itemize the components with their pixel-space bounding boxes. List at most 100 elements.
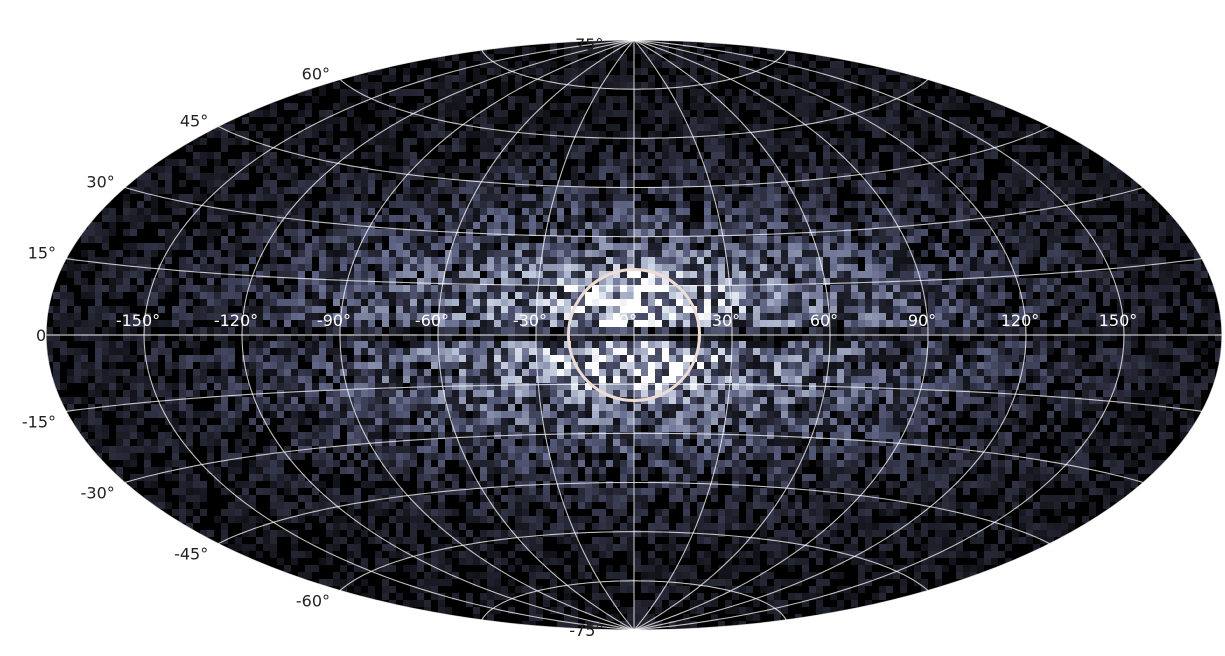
density-pixel [844, 138, 851, 145]
density-pixel [690, 264, 697, 271]
density-pixel [417, 348, 424, 355]
density-pixel [781, 376, 788, 383]
density-pixel [865, 334, 872, 341]
density-pixel [725, 89, 732, 96]
density-pixel [333, 299, 340, 306]
density-pixel [410, 152, 417, 159]
density-pixel [704, 159, 711, 166]
density-pixel [200, 257, 207, 264]
density-pixel [550, 124, 557, 131]
density-pixel [1082, 306, 1089, 313]
density-pixel [991, 278, 998, 285]
density-pixel [165, 369, 172, 376]
density-pixel [298, 131, 305, 138]
density-pixel [900, 194, 907, 201]
density-pixel [543, 110, 550, 117]
density-pixel [480, 173, 487, 180]
density-pixel [291, 173, 298, 180]
density-pixel [298, 180, 305, 187]
density-pixel [361, 306, 368, 313]
density-pixel [613, 306, 620, 313]
density-pixel [648, 355, 655, 362]
density-pixel [851, 159, 858, 166]
density-pixel [382, 250, 389, 257]
density-pixel [655, 362, 662, 369]
density-pixel [529, 369, 536, 376]
density-pixel [88, 320, 95, 327]
density-pixel [676, 96, 683, 103]
density-pixel [753, 47, 760, 54]
density-pixel [669, 117, 676, 124]
density-pixel [1082, 376, 1089, 383]
density-pixel [326, 292, 333, 299]
density-pixel [123, 376, 130, 383]
density-pixel [522, 103, 529, 110]
density-pixel [984, 271, 991, 278]
density-pixel [774, 320, 781, 327]
density-pixel [46, 355, 53, 362]
density-pixel [641, 173, 648, 180]
density-pixel [718, 355, 725, 362]
density-pixel [298, 215, 305, 222]
density-pixel [697, 285, 704, 292]
density-pixel [991, 292, 998, 299]
density-pixel [186, 236, 193, 243]
density-pixel [634, 299, 641, 306]
density-pixel [522, 250, 529, 257]
density-pixel [494, 362, 501, 369]
density-pixel [368, 103, 375, 110]
density-pixel [767, 145, 774, 152]
density-pixel [753, 264, 760, 271]
density-pixel [921, 229, 928, 236]
density-pixel [214, 285, 221, 292]
density-pixel [781, 285, 788, 292]
density-pixel [830, 320, 837, 327]
density-pixel [1124, 257, 1131, 264]
density-pixel [319, 124, 326, 131]
density-pixel [151, 208, 158, 215]
density-pixel [284, 369, 291, 376]
density-pixel [788, 257, 795, 264]
density-pixel [396, 327, 403, 334]
density-pixel [1054, 229, 1061, 236]
density-pixel [193, 215, 200, 222]
density-pixel [417, 75, 424, 82]
density-pixel [886, 327, 893, 334]
density-pixel [417, 89, 424, 96]
density-pixel [221, 313, 228, 320]
density-pixel [228, 285, 235, 292]
density-pixel [760, 264, 767, 271]
density-pixel [921, 180, 928, 187]
density-pixel [305, 180, 312, 187]
density-pixel [1019, 278, 1026, 285]
density-pixel [753, 194, 760, 201]
density-pixel [1019, 327, 1026, 334]
density-pixel [382, 124, 389, 131]
density-pixel [1103, 299, 1110, 306]
density-pixel [655, 257, 662, 264]
density-pixel [347, 152, 354, 159]
density-pixel [284, 173, 291, 180]
density-pixel [361, 341, 368, 348]
density-pixel [424, 264, 431, 271]
density-pixel [907, 334, 914, 341]
density-pixel [1096, 243, 1103, 250]
density-pixel [543, 313, 550, 320]
density-pixel [543, 187, 550, 194]
density-pixel [466, 376, 473, 383]
density-pixel [375, 236, 382, 243]
density-pixel [543, 369, 550, 376]
density-pixel [1096, 215, 1103, 222]
density-pixel [102, 355, 109, 362]
density-pixel [270, 369, 277, 376]
density-pixel [907, 173, 914, 180]
density-pixel [235, 201, 242, 208]
density-pixel [648, 187, 655, 194]
density-pixel [501, 313, 508, 320]
density-pixel [1194, 341, 1201, 348]
density-pixel [459, 103, 466, 110]
density-pixel [179, 306, 186, 313]
density-pixel [543, 376, 550, 383]
density-pixel [277, 201, 284, 208]
density-pixel [991, 334, 998, 341]
